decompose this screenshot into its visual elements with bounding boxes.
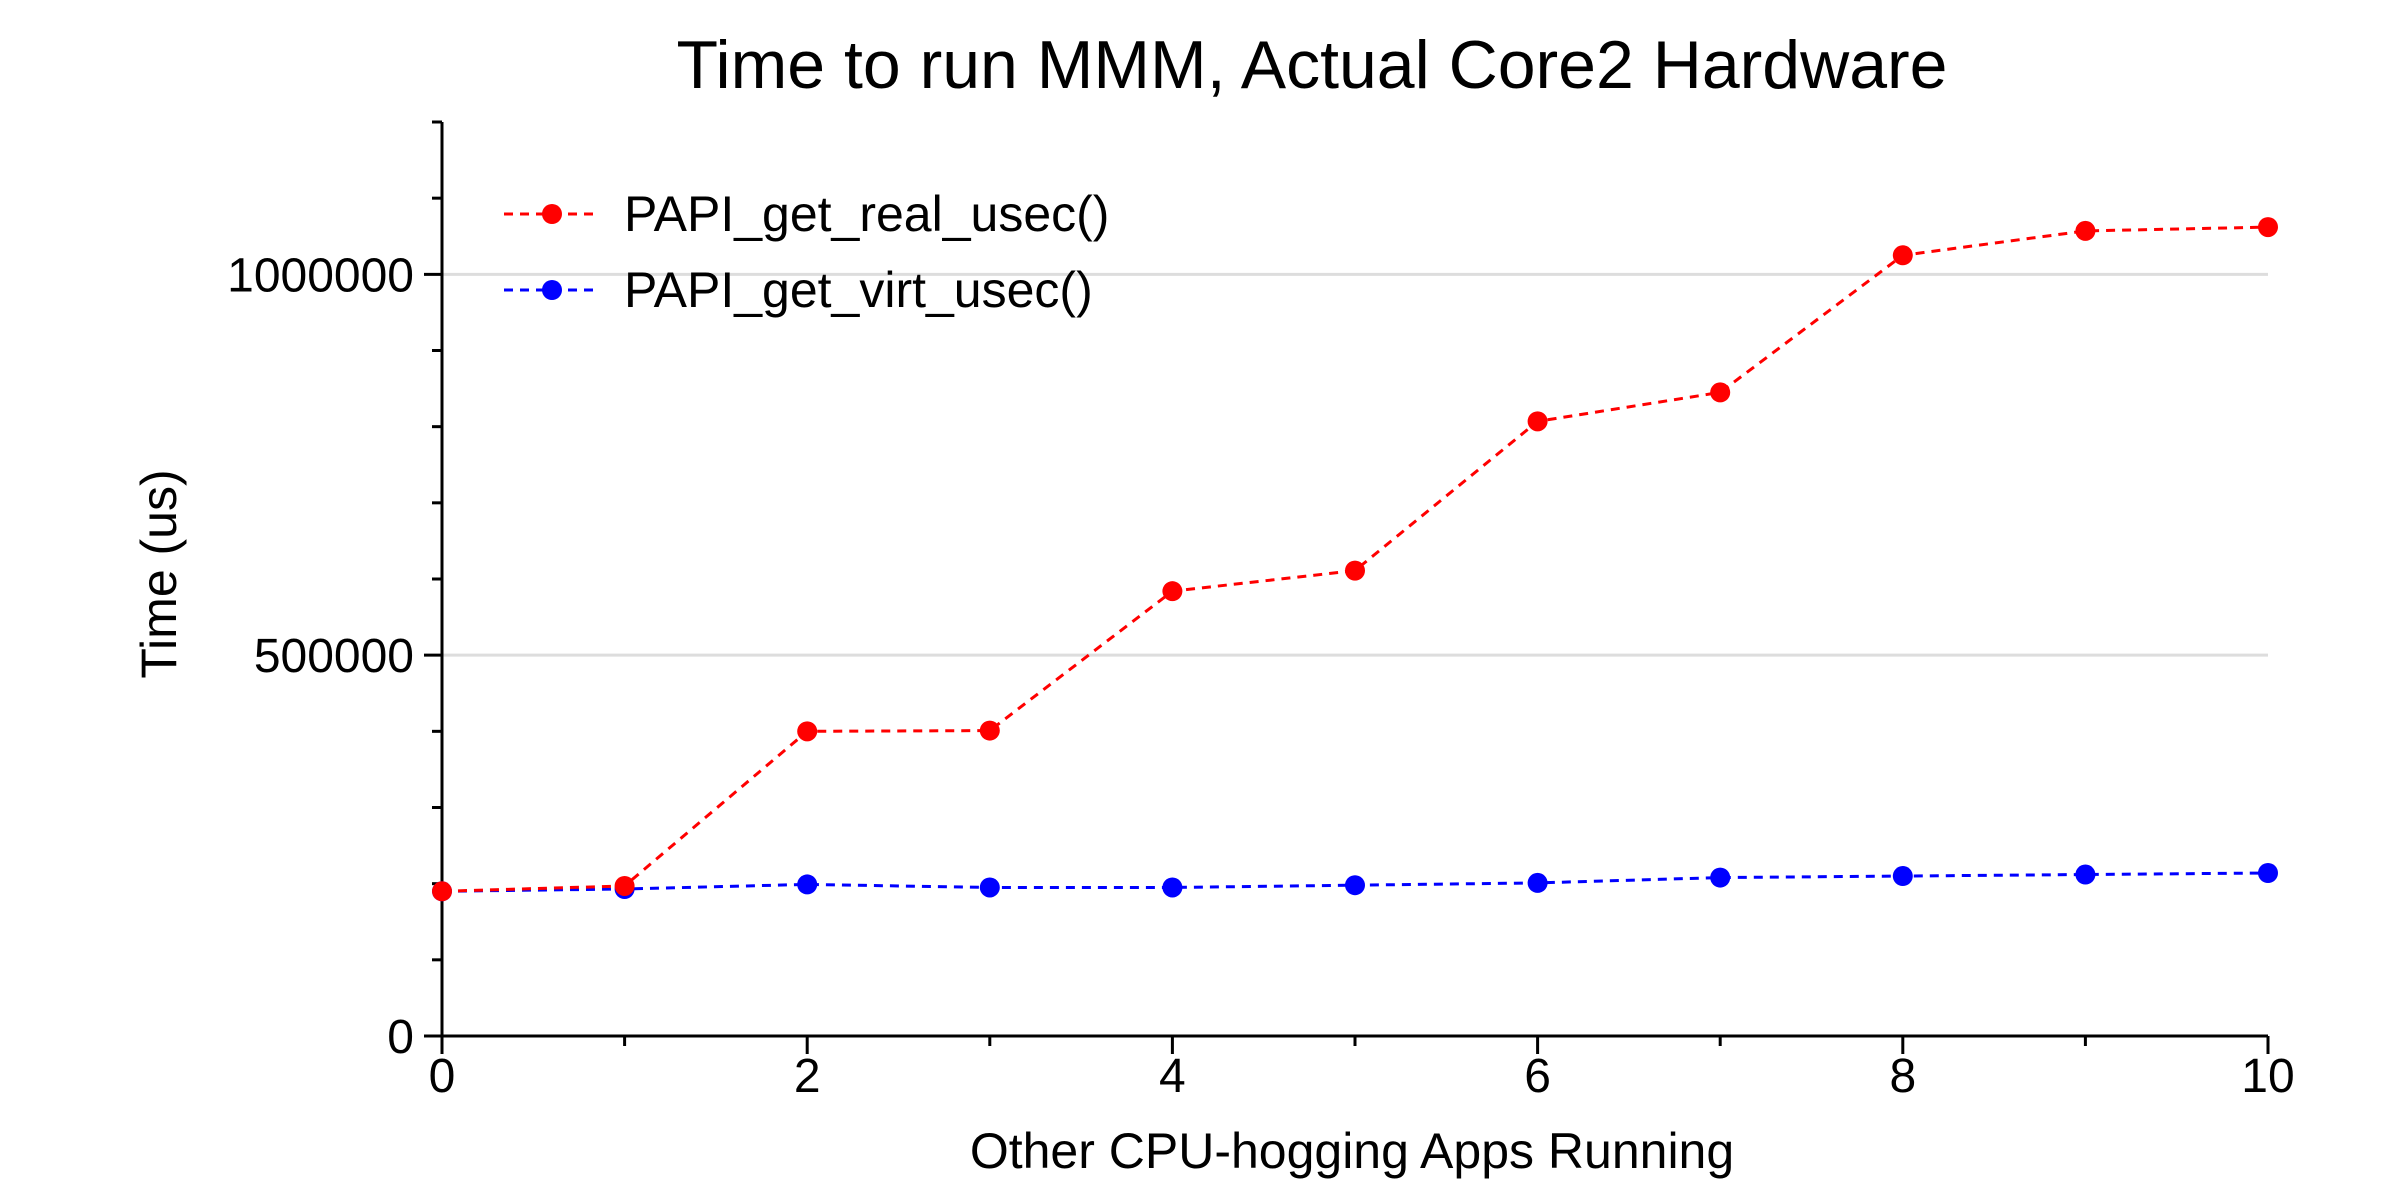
x-tick-label: 0 [429,1050,456,1103]
data-point [2075,220,2096,241]
data-point [1162,877,1183,898]
ticks: 0 500000 1000000 0 2 4 6 8 10 [227,120,2295,1103]
legend-marker [542,280,562,300]
data-point [614,875,635,896]
data-point [979,720,1000,741]
legend-marker [542,204,562,224]
y-tick-label: 1000000 [227,249,414,302]
x-tick-label: 4 [1159,1050,1186,1103]
data-point [1892,245,1913,266]
x-tick-label: 6 [1524,1050,1551,1103]
data-point [1527,872,1548,893]
data-point [797,874,818,895]
series-line [441,225,2269,893]
data-point [1710,382,1731,403]
data-point [797,721,818,742]
data-point [1345,875,1365,896]
data-point [2258,863,2278,884]
data-point [1710,867,1731,888]
x-tick-label: 2 [794,1050,821,1103]
data-point [2258,217,2278,238]
legend-label: PAPI_get_real_usec() [624,186,1109,242]
x-axis-label: Other CPU-hogging Apps Running [970,1123,1734,1179]
legend-label: PAPI_get_virt_usec() [624,262,1093,318]
chart-title: Time to run MMM, Actual Core2 Hardware [677,27,1948,103]
data-point [1527,411,1548,432]
x-tick-label: 10 [2241,1050,2294,1103]
data-point [979,877,1000,898]
y-tick-label: 500000 [254,630,414,683]
data-point [2075,864,2096,885]
data-point [1162,581,1183,602]
data-point [1345,560,1365,581]
x-tick-label: 8 [1889,1050,1916,1103]
data-point [1892,866,1913,887]
y-axis-label: Time (us) [131,469,187,678]
y-tick-label: 0 [387,1011,414,1064]
series-layer [432,217,2278,902]
legend: PAPI_get_real_usec() PAPI_get_virt_usec() [504,186,1109,318]
grid [442,272,2268,657]
data-point [432,881,452,902]
